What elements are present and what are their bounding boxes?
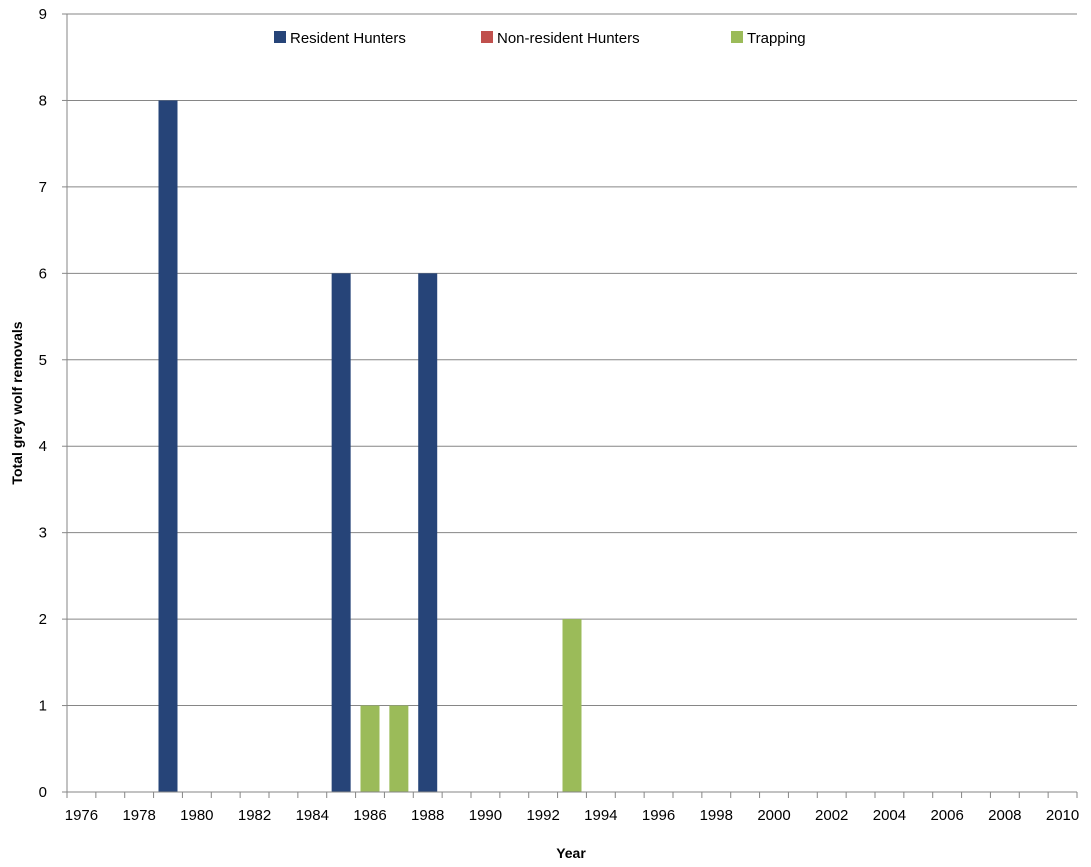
x-tick-label: 1982: [238, 807, 271, 824]
x-tick-label: 2002: [815, 807, 848, 824]
bar: [331, 273, 351, 792]
x-tick-labels: 1976 1978 1980 1982 1984 1986 1988 1990 1992 1994…: [65, 807, 1080, 824]
y-tick-label: 8: [39, 92, 47, 109]
x-tick-label: 2010: [1046, 807, 1079, 824]
y-tick-label: 2: [39, 611, 47, 628]
x-tick-label: 2006: [930, 807, 963, 824]
x-tick-label: 1980: [180, 807, 213, 824]
legend-swatch: [481, 31, 493, 43]
bar: [562, 619, 582, 792]
x-tick-label: 1976: [65, 807, 98, 824]
legend-label: Resident Hunters: [290, 30, 406, 47]
x-tick-label: 2008: [988, 807, 1021, 824]
y-tick-label: 1: [39, 698, 47, 715]
x-tick-label: 1994: [584, 807, 617, 824]
legend-swatch: [274, 31, 286, 43]
bar: [418, 273, 438, 792]
y-tick-label: 7: [39, 179, 47, 196]
legend: Resident Hunters Non-resident Hunters Trap…: [274, 30, 806, 47]
y-tick-label: 4: [39, 438, 47, 455]
x-tick-label: 1988: [411, 807, 444, 824]
x-tick-label: 1990: [469, 807, 502, 824]
gridlines: [62, 13, 1077, 793]
bar: [158, 100, 178, 792]
x-tick-label: 1986: [353, 807, 386, 824]
legend-label: Trapping: [747, 30, 806, 47]
y-tick-labels: 0 1 2 3 4 5 6 7 8 9: [39, 6, 47, 801]
y-tick-label: 5: [39, 352, 47, 369]
legend-label: Non-resident Hunters: [497, 30, 640, 47]
x-axis-title: Year: [556, 845, 586, 861]
bars: [158, 100, 582, 792]
y-tick-label: 6: [39, 265, 47, 282]
y-tick-label: 3: [39, 525, 47, 542]
bar: [389, 705, 409, 792]
y-tick-label: 9: [39, 6, 47, 23]
x-tick-label: 1998: [700, 807, 733, 824]
x-tick-label: 1984: [296, 807, 329, 824]
x-tick-label: 1978: [122, 807, 155, 824]
x-tick-label: 2000: [757, 807, 790, 824]
y-tick-label: 0: [39, 784, 47, 801]
x-tick-label: 1996: [642, 807, 675, 824]
axes: [66, 14, 1078, 798]
y-axis-title: Total grey wolf removals: [9, 321, 25, 484]
bar: [360, 705, 380, 792]
x-tick-label: 1992: [526, 807, 559, 824]
x-tick-label: 2004: [873, 807, 906, 824]
legend-swatch: [731, 31, 743, 43]
